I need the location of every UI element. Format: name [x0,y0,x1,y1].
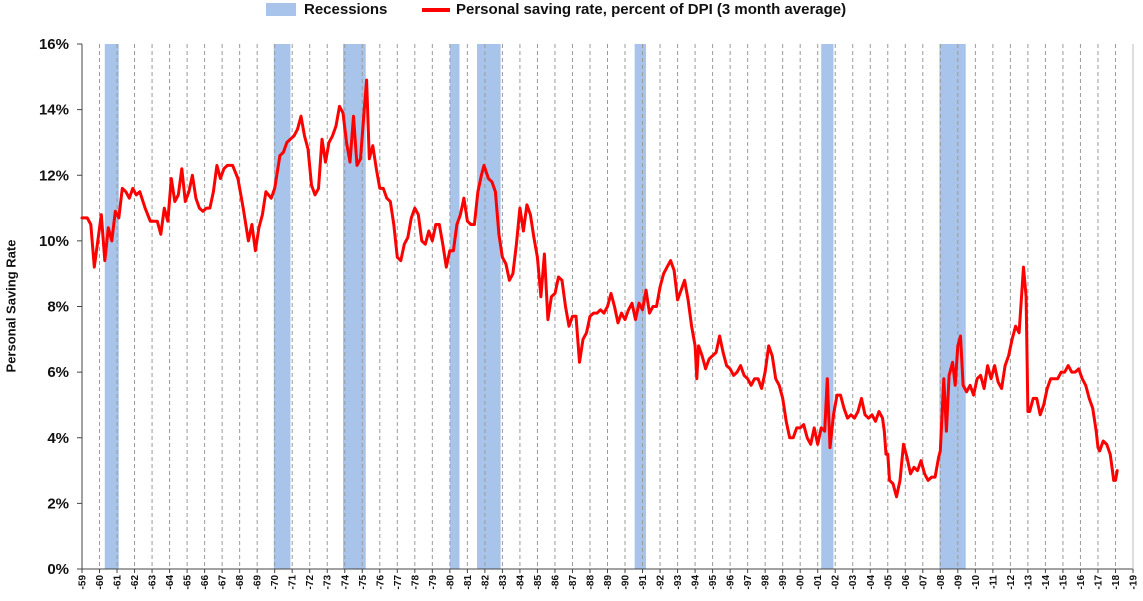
x-tick-label: -01 [813,575,824,590]
x-tick-label: -77 [393,575,404,590]
x-tick-label: -09 [953,575,964,590]
x-tick-label: -05 [883,575,894,590]
y-tick-label: 2% [47,495,69,512]
y-tick-label: 6% [47,364,69,381]
x-tick-label: -91 [638,575,649,590]
x-tick-label: -96 [726,575,737,590]
x-tick-label: -11 [988,575,999,589]
y-tick-labels: 0% 2% 4% 6% 8% 10% 12% 14% 16% [39,36,82,578]
x-tick-label: -68 [235,575,246,590]
x-tick-label: -92 [656,575,667,590]
x-tick-label: -98 [761,575,772,590]
vertical-gridlines [99,44,1134,569]
recession-band-2 [273,44,291,569]
x-tick-label: -69 [253,575,264,590]
x-tick-label: -04 [866,575,877,590]
x-tick-label: -02 [831,575,842,590]
recession-band-4 [449,44,460,569]
x-tick-label: -62 [130,575,141,590]
x-tick-label: -19 [1129,575,1140,590]
x-tick-label: -75 [358,575,369,590]
x-tick-label: -74 [340,575,351,590]
x-tick-label: -76 [375,575,386,590]
x-tick-label: -94 [691,575,702,590]
x-tick-label: -15 [1058,575,1069,590]
x-tick-label: -99 [778,575,789,590]
x-tick-label: -59 [78,575,89,590]
x-tick-label: -16 [1076,575,1087,590]
x-tick-label: -08 [936,575,947,590]
recession-band-5 [477,44,501,569]
x-tick-label: -83 [498,575,509,590]
x-tick-label: -86 [550,575,561,590]
x-tick-label: -63 [148,575,159,590]
y-axis-title: Personal Saving Rate [3,239,19,373]
x-tick-label: -73 [323,575,334,590]
legend: Recessions Personal saving rate, percent… [0,0,1143,22]
y-tick-label: 16% [39,36,69,53]
series-line-saving-rate [80,78,1119,499]
x-tick-label: -82 [480,575,491,590]
x-tick-label: -67 [218,575,229,590]
x-tick-label: -61 [113,575,124,590]
y-tick-label: 0% [47,561,69,578]
x-tick-label: -13 [1023,575,1034,590]
recession-bands [104,44,966,569]
x-tick-label: -93 [673,575,684,590]
x-tick-label: -95 [708,575,719,590]
recession-band-1 [104,44,119,569]
x-tick-label: -14 [1041,575,1052,590]
y-tick-label: 10% [39,233,69,250]
x-tick-label: -60 [95,575,106,590]
legend-swatch-recessions [266,3,296,16]
x-tick-label: -85 [533,575,544,590]
recession-band-3 [342,44,366,569]
recession-band-7 [821,44,834,569]
x-tick-label: -78 [410,575,421,590]
legend-item-saving-rate: Personal saving rate, percent of DPI (3 … [422,1,846,18]
legend-label-saving-rate: Personal saving rate, percent of DPI (3 … [456,1,847,18]
x-tick-label: -90 [621,575,632,590]
x-tick-label: -71 [288,575,299,590]
x-tick-label: -80 [445,575,456,590]
x-tick-label: -81 [463,575,474,590]
x-tick-label: -89 [603,575,614,590]
x-tick-label: -87 [568,575,579,590]
x-tick-label: -97 [743,575,754,590]
legend-swatch-saving-rate [422,7,450,12]
x-tick-label: -70 [270,575,281,590]
recession-band-8 [939,44,966,569]
x-tick-label: -79 [428,575,439,590]
y-tick-label: 14% [39,102,69,119]
x-tick-label: -66 [200,575,211,590]
legend-label-recessions: Recessions [304,1,388,18]
x-tick-label: -64 [165,575,176,590]
y-tick-label: 12% [39,167,69,184]
x-tick-label: -72 [305,575,316,590]
x-tick-label: -03 [848,575,859,590]
x-tick-label: -88 [585,575,596,590]
x-tick-label: -12 [1006,575,1017,590]
x-tick-label: -84 [515,575,526,590]
y-tick-label: 4% [47,430,69,447]
x-tick-labels: -59 -60 -61 -62 -63 -64 -65 -66 -67 -68 -69 -70 -71-… [78,569,1140,589]
series-lines [80,78,1119,499]
x-tick-label: -17 [1093,575,1104,590]
x-tick-label: -06 [901,575,912,590]
x-tick-label: -18 [1111,575,1122,590]
x-tick-label: -00 [796,575,807,590]
legend-item-recessions: Recessions [266,1,387,18]
x-tick-label: -65 [183,575,194,590]
x-tick-label: -07 [918,575,929,590]
y-tick-label: 8% [47,299,69,316]
x-tick-label: -10 [971,575,982,590]
